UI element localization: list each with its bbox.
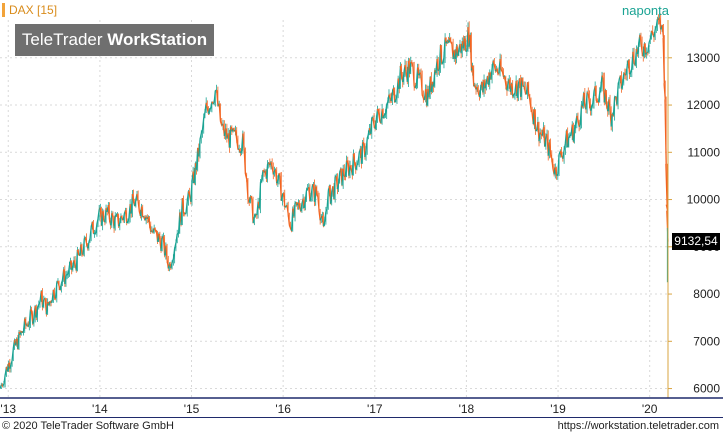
period-label[interactable]: naponta [622,3,669,18]
last-price-tag: 9132,54 [672,233,720,250]
y-tick-label: 12000 [687,98,721,112]
x-tick-label: '19 [550,402,566,416]
watermark-product: WorkStation [107,30,207,49]
y-tick-label: 11000 [688,145,721,159]
x-tick-label: '16 [275,402,291,416]
x-tick-label: '20 [642,402,658,416]
watermark-logo: TeleTrader WorkStation [15,24,214,56]
y-tick-label: 13000 [687,51,721,65]
x-tick-label: '17 [367,402,383,416]
y-tick-label: 8000 [693,287,720,301]
source-link[interactable]: https://workstation.teletrader.com [558,420,719,432]
x-tick-label: '13 [0,402,16,416]
y-axis-ticks: 600070008000900010000110001200013000 [668,51,720,396]
footer-bar: © 2020 TeleTrader Software GmbH https://… [0,417,723,436]
x-tick-label: '14 [92,402,108,416]
copyright-text: © 2020 TeleTrader Software GmbH [2,420,174,432]
x-tick-label: '15 [184,402,200,416]
y-tick-label: 7000 [693,334,720,348]
x-axis-ticks: '13 '14 '15 '16 '17 '18 '19 '20 [0,402,657,416]
symbol-label[interactable]: DAX [15] [2,3,57,17]
x-tick-label: '18 [459,402,475,416]
watermark-brand: TeleTrader [22,30,103,49]
y-tick-label: 6000 [693,382,720,396]
y-tick-label: 10000 [687,193,721,207]
